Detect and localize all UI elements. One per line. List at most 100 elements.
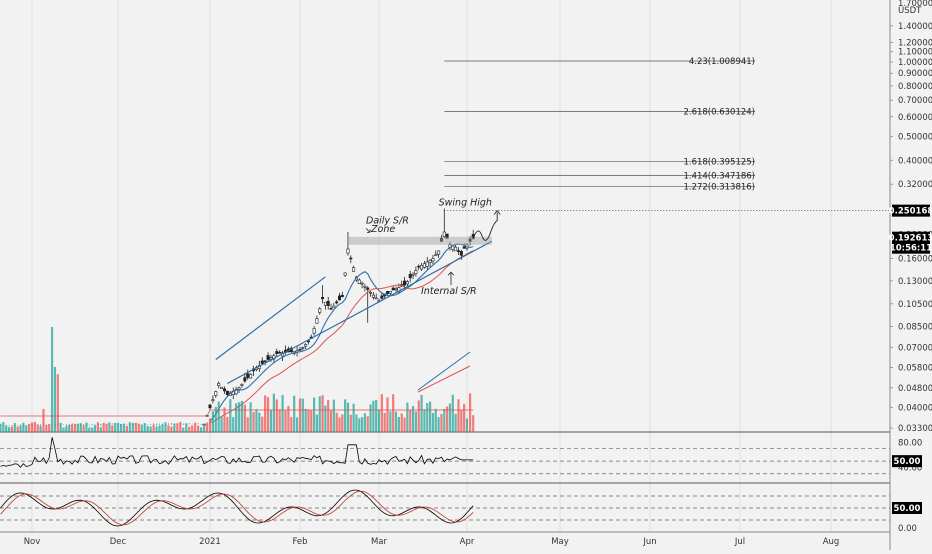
daily-sr-zone [347,236,492,245]
volume-bar [211,411,215,432]
candle-body [249,373,253,379]
candle-body [243,377,247,382]
volume-bar [205,422,209,432]
volume-bar [237,402,241,432]
volume-bar [161,424,164,432]
volume-bar [414,411,418,432]
volume-bar [369,404,372,432]
candle-body [260,360,264,364]
candle-body [425,261,429,267]
volume-bar [423,409,426,432]
volume-bar [465,418,469,432]
volume-bar [266,397,270,432]
volume-bar [202,424,206,432]
volume-bar [65,425,68,432]
candle-body [405,281,409,285]
volume-bar [48,424,51,432]
volume-bar [366,416,369,432]
volume-bar [355,414,358,432]
candle-body [459,251,463,256]
current-price-label: 0.192613 [889,234,932,244]
candle-body [326,300,330,306]
candle-body [211,399,215,402]
volume-bar [2,422,5,432]
rsi-line [0,437,474,468]
candle-body [343,272,347,276]
volume-bar [19,425,22,432]
volume-bar [454,413,457,432]
time-tick-label: Apr [460,537,475,547]
volume-bar [170,426,173,432]
candle-body [335,301,339,304]
moving-average-fast [209,243,474,422]
current-price-badge [892,231,930,254]
candle-countdown-label: 10:56:11 [890,244,932,254]
volume-bar [179,421,182,432]
volume-bar [293,395,296,432]
sketch-line-red [417,365,471,393]
volume-bar [389,411,392,432]
time-tick-label: May [551,537,569,547]
volume-bar [79,423,82,432]
volume-bar [375,399,378,432]
fib-level-label: 1.272(0.313816) [683,182,755,192]
volume-bar [301,398,304,432]
candle-body [403,280,407,286]
candle-body [437,250,441,255]
candle-body [394,288,398,291]
rsi-value-badge [892,455,922,468]
volume-bar [76,423,79,432]
volume-bar [223,407,226,432]
volume-bar [59,422,62,432]
fib-level-label: 2.618(0.630124) [683,108,755,118]
volume-bar [28,423,31,432]
candle-body [240,384,244,386]
volume-bar [315,414,319,432]
candle-body [352,267,356,272]
candle-body [434,254,438,257]
volume-bar [278,409,281,432]
volume-bar [298,398,302,432]
volume-bar [208,418,212,432]
candle-body [391,287,395,291]
volume-bar [428,401,432,432]
lower-trendline [227,240,493,384]
time-tick-label: Mar [371,537,388,547]
volume-bar [310,410,313,432]
rsi-tick-label: 40.00 [898,463,922,473]
volume-bar [82,425,85,432]
price-tick-label: 1.200000 [898,38,932,48]
volume-bar [324,405,327,432]
candle-body [208,404,212,409]
candle-body [237,387,241,390]
volume-bar [383,412,386,432]
projection-path [472,212,498,241]
candle-body [246,373,250,378]
time-tick-label: Feb [292,537,307,547]
candle-body [337,295,341,301]
volume-bar [217,401,220,432]
volume-bar [119,423,123,432]
candle-body [225,390,229,396]
stoch-d-line [0,490,474,526]
volume-bar [25,425,28,432]
volume-bar [318,396,321,432]
candle-body [315,318,319,324]
volume-bar [363,413,366,432]
volume-bar [173,423,176,432]
candle-body [269,357,273,360]
volume-bar [434,408,437,432]
volume-bar [469,393,472,432]
candle-body [454,246,458,252]
candle-body [420,264,424,270]
